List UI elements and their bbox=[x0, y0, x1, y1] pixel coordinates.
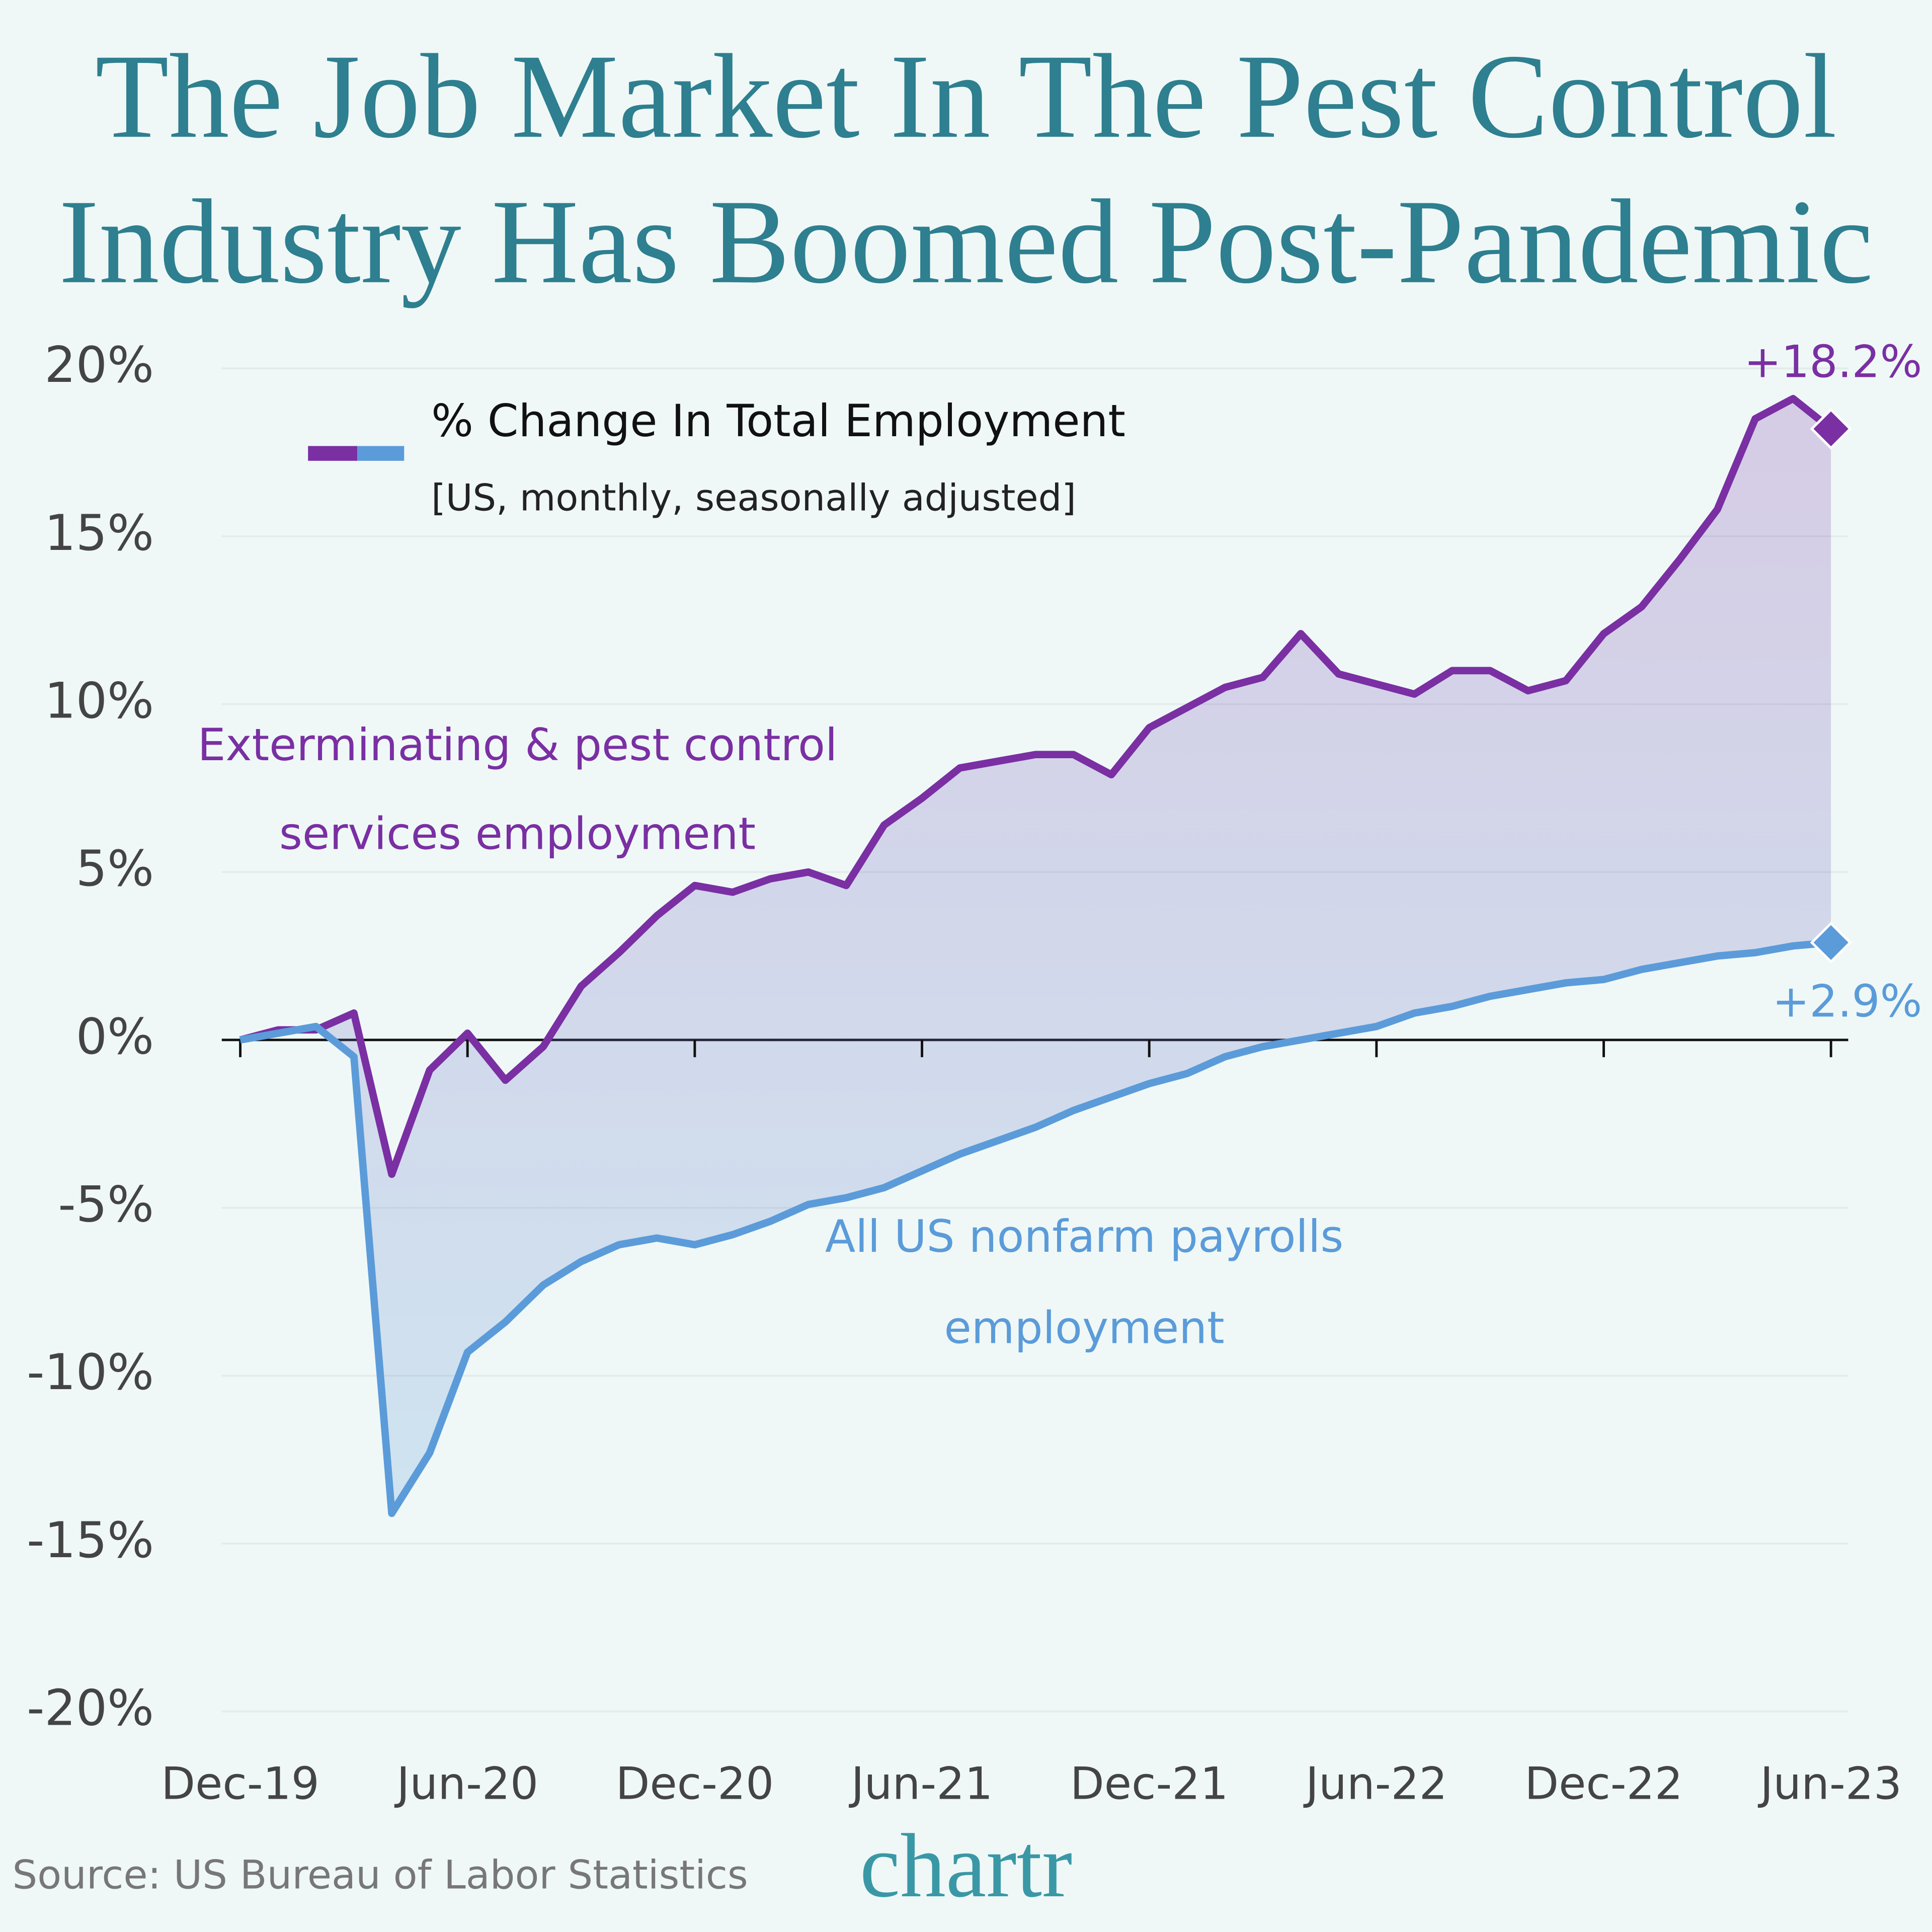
y-tick-label: 20% bbox=[44, 337, 154, 394]
value-label: +2.9% bbox=[1773, 975, 1922, 1027]
value-label: +18.2% bbox=[1744, 336, 1922, 387]
end-marker bbox=[1810, 408, 1852, 450]
x-tick-label: Dec-19 bbox=[161, 1757, 319, 1809]
y-tick-label: -20% bbox=[27, 1679, 154, 1737]
gap-area bbox=[240, 398, 1831, 1513]
x-tick-label: Jun-21 bbox=[849, 1757, 993, 1809]
y-tick-label: 0% bbox=[76, 1008, 154, 1066]
series-line bbox=[239, 939, 1831, 1517]
legend-title: % Change In Total Employment bbox=[431, 395, 1125, 447]
y-tick-label: 5% bbox=[76, 840, 154, 898]
x-tick-label: Jun-22 bbox=[1303, 1757, 1447, 1809]
legend-subtitle: [US, monthly, seasonally adjusted] bbox=[431, 476, 1076, 519]
title-box: The Job Market In The Pest Control Indus… bbox=[58, 31, 1874, 309]
x-tick-label: Jun-20 bbox=[394, 1757, 538, 1809]
x-tick-label: Dec-21 bbox=[1070, 1757, 1229, 1809]
series-label-box: Exterminating & pest control services em… bbox=[197, 720, 838, 860]
y-tick-label: 15% bbox=[44, 505, 154, 562]
y-tick-label: -10% bbox=[27, 1344, 154, 1401]
x-tick-label: Dec-20 bbox=[616, 1757, 774, 1809]
x-tick-label: Dec-22 bbox=[1524, 1757, 1683, 1809]
x-tick-label: Jun-23 bbox=[1757, 1757, 1902, 1809]
series-label: Exterminating & pest control services em… bbox=[197, 720, 838, 860]
plot: -20% -15% -10% -5% 0% 5% 10% 15% 20% Dec-19 Jun-20… bbox=[27, 336, 1922, 1809]
y-tick-label: 10% bbox=[44, 672, 154, 730]
logo: chartr bbox=[860, 1816, 1073, 1916]
y-tick-label: -5% bbox=[58, 1176, 154, 1233]
series-line bbox=[239, 394, 1833, 1178]
series-label-box: All US nonfarm payrolls employment bbox=[825, 1212, 1344, 1354]
chart-title: The Job Market In The Pest Control Indus… bbox=[58, 31, 1874, 309]
end-marker bbox=[1810, 921, 1852, 963]
y-tick-label: -15% bbox=[27, 1512, 154, 1569]
source: Source: US Bureau of Labor Statistics bbox=[12, 1853, 748, 1898]
series-label: All US nonfarm payrolls employment bbox=[825, 1212, 1344, 1354]
